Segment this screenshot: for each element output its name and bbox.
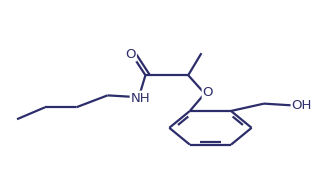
Text: OH: OH (291, 99, 312, 112)
Text: O: O (203, 86, 213, 99)
Text: O: O (125, 48, 136, 61)
Text: NH: NH (131, 92, 150, 105)
